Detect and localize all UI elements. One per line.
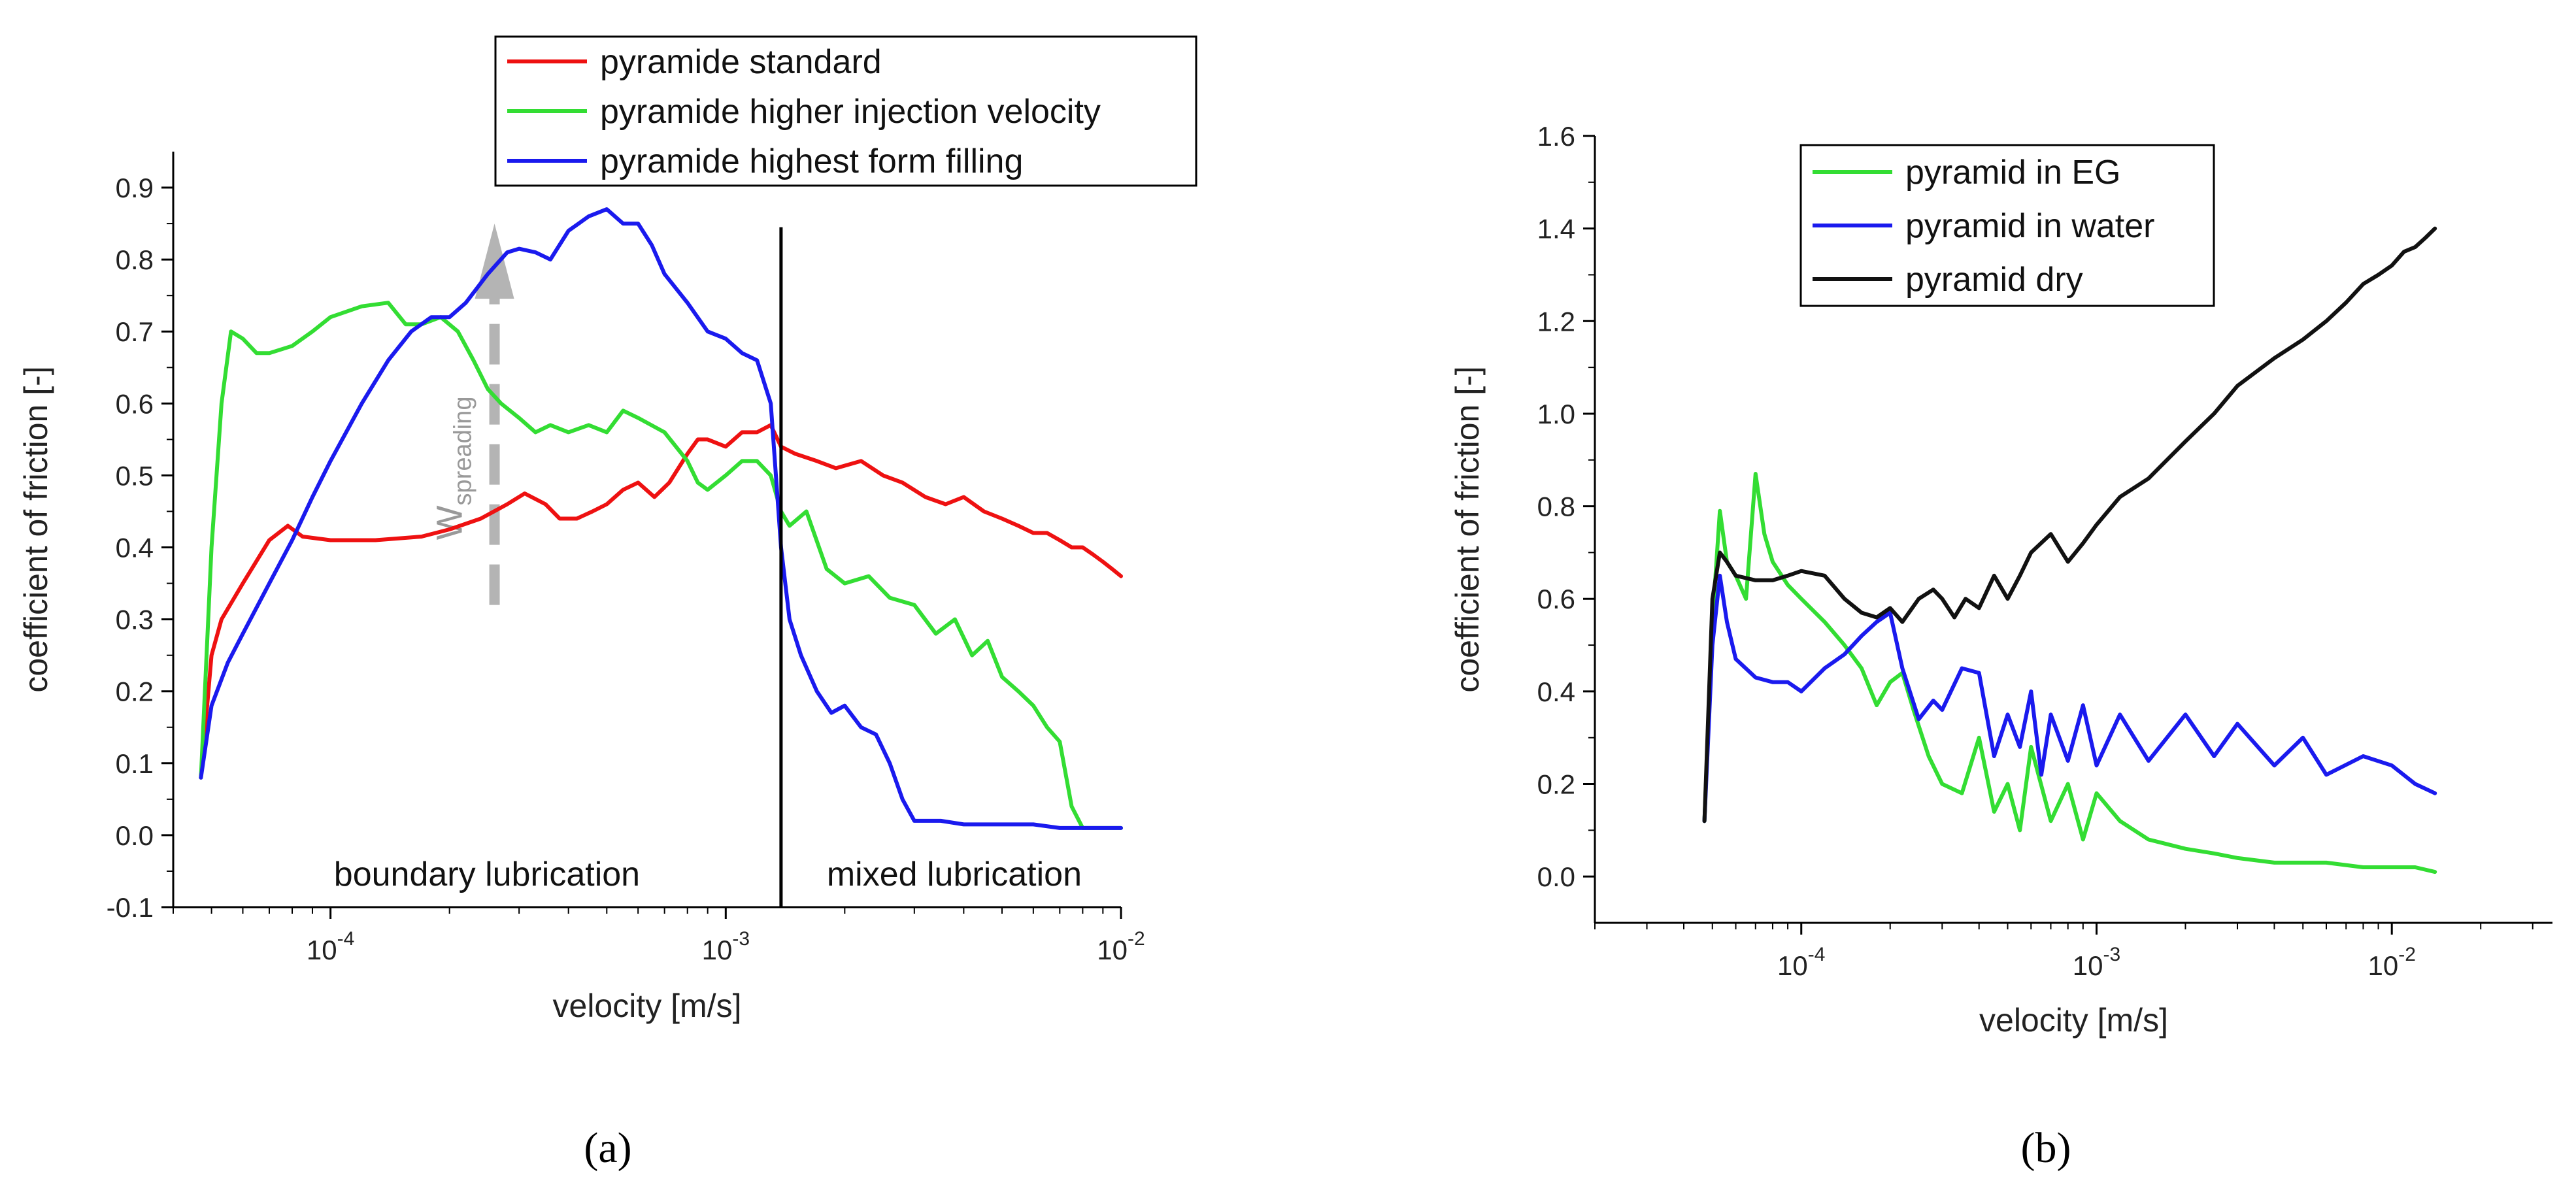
legend-entry: pyramide standard: [600, 43, 882, 81]
legend-entry: pyramide higher injection velocity: [600, 93, 1101, 131]
panel-label: (a): [584, 1124, 631, 1172]
legend-entry: pyramide highest form filling: [600, 142, 1023, 180]
series-line-pyramide-highest-form-filling: [199, 207, 1123, 830]
series-line-pyramid-dry: [1702, 226, 2437, 823]
x-tick-exponent: -2: [2398, 944, 2416, 965]
legend-entry: pyramid in EG: [1905, 154, 2120, 191]
series-line-pyramid-in-water: [1702, 573, 2437, 823]
x-tick-exponent: -3: [2103, 944, 2121, 965]
legend-box: [494, 35, 1197, 187]
x-tick-label: 10-2: [1097, 928, 1145, 965]
legend: pyramide standard pyramide higher injecti…: [494, 35, 1197, 187]
x-tick-label: 10-3: [2073, 944, 2120, 981]
region-label-mixed: mixed lubrication: [827, 856, 1082, 893]
y-tick-label: -0.1: [107, 892, 154, 923]
panel-label: (b): [2021, 1124, 2071, 1172]
series-line-pyramide-standard: [199, 423, 1123, 780]
x-tick-label: 10-4: [307, 928, 354, 965]
y-tick-label: 0.8: [1537, 491, 1575, 522]
y-tick-label: 1.6: [1537, 121, 1575, 152]
y-tick-label: 0.1: [116, 748, 154, 779]
chart-panel-a: -0.10.00.10.20.30.40.50.60.70.80.910-4 10…: [18, 35, 1197, 1172]
x-tick-label: 10-3: [702, 928, 750, 965]
y-tick-label: 0.0: [116, 820, 154, 851]
annotation-sub: spreading: [450, 397, 477, 506]
x-tick-exponent: -2: [1128, 928, 1145, 950]
y-tick-label: 0.4: [1537, 676, 1575, 707]
legend-entry: pyramid in water: [1905, 207, 2154, 245]
x-tick-base: 10: [307, 935, 337, 965]
x-tick-base: 10: [1777, 950, 1808, 981]
x-tick-label: 10-2: [2368, 944, 2416, 981]
x-axis-label: velocity [m/s]: [553, 988, 742, 1024]
x-tick-base: 10: [2368, 950, 2399, 981]
y-tick-label: 0.6: [116, 388, 154, 419]
x-tick-label: 10-4: [1777, 944, 1825, 981]
legend-entry: pyramid dry: [1905, 261, 2083, 299]
x-tick-exponent: -4: [1808, 944, 1826, 965]
y-tick-label: 0.8: [116, 244, 154, 275]
y-tick-label: 1.0: [1537, 399, 1575, 429]
series-line-pyramid-in-EG: [1702, 472, 2437, 874]
x-tick-exponent: -3: [732, 928, 750, 950]
y-tick-label: 0.6: [1537, 584, 1575, 614]
y-tick-label: 0.9: [116, 173, 154, 203]
x-tick-exponent: -4: [337, 928, 355, 950]
y-tick-label: 0.2: [116, 676, 154, 707]
region-label-boundary: boundary lubrication: [334, 856, 640, 893]
y-tick-label: 0.3: [116, 605, 154, 635]
y-axis-label: coefficient of friction [-]: [1449, 366, 1486, 692]
y-tick-label: 0.0: [1537, 861, 1575, 892]
y-tick-label: 0.7: [116, 316, 154, 347]
x-tick-base: 10: [1097, 935, 1128, 965]
chart-panel-b: 0.00.20.40.60.81.01.21.41.610-4 10-3 10-2v…: [1449, 121, 2552, 1172]
y-tick-label: 0.5: [116, 460, 154, 491]
y-axis-label: coefficient of friction [-]: [18, 366, 54, 692]
series-line-pyramide-higher-injection-velocity: [199, 301, 1123, 830]
x-tick-base: 10: [2073, 950, 2103, 981]
y-tick-label: 1.4: [1537, 214, 1575, 244]
x-tick-base: 10: [702, 935, 733, 965]
spreading-annotation: Wspreading: [429, 397, 477, 541]
spreading-arrow-head: [475, 224, 514, 299]
y-tick-label: 0.4: [116, 533, 154, 563]
y-tick-label: 1.2: [1537, 306, 1575, 337]
y-tick-label: 0.2: [1537, 769, 1575, 800]
x-axis-label: velocity [m/s]: [1979, 1002, 2168, 1039]
legend: pyramid in EG pyramid in water pyramid dry: [1799, 144, 2215, 307]
